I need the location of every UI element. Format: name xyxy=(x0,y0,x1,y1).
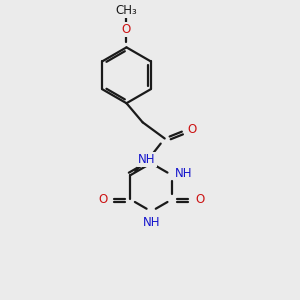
Text: CH₃: CH₃ xyxy=(116,4,137,17)
Text: O: O xyxy=(195,193,204,206)
Text: O: O xyxy=(122,22,131,36)
Text: O: O xyxy=(98,193,107,206)
Text: NH: NH xyxy=(142,216,160,229)
Text: O: O xyxy=(188,123,197,136)
Text: NH: NH xyxy=(138,153,156,166)
Text: NH: NH xyxy=(175,167,192,180)
